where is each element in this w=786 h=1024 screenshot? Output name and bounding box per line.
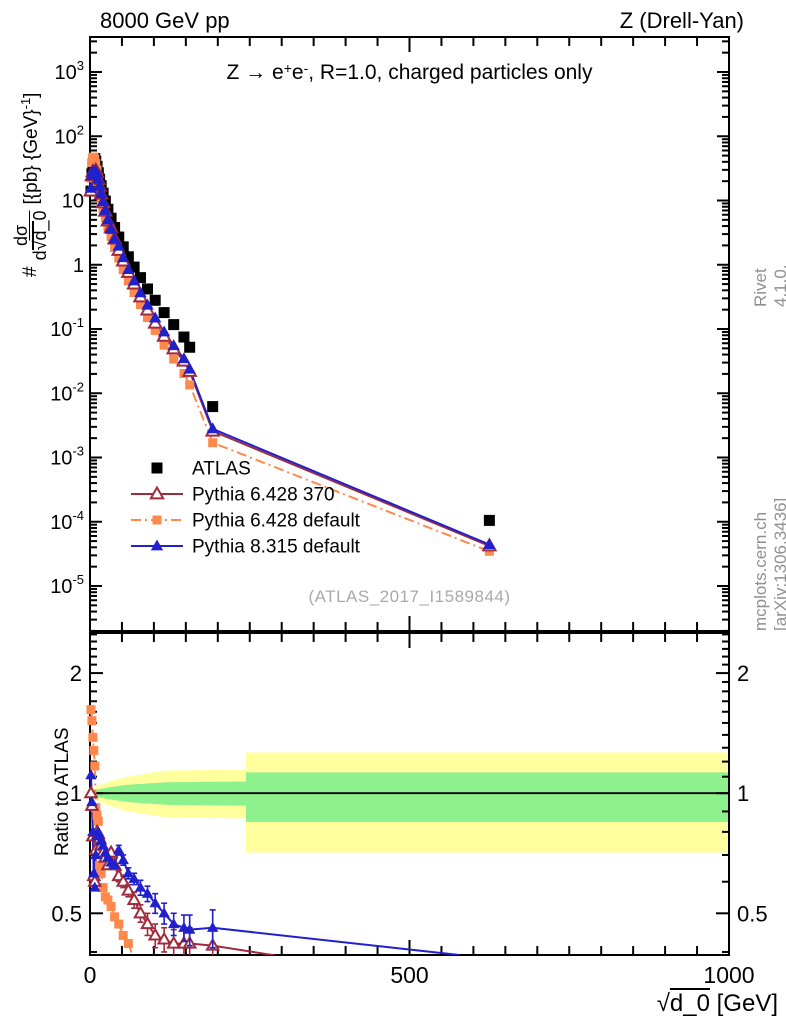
y-axis-hash: # [19,266,41,277]
beam-energy-label: 8000 GeV pp [100,8,230,33]
y-axis-denominator: d√d_0 [29,210,50,261]
series-main [83,152,498,556]
y-tick-label: 10-1 [50,315,84,341]
legend-label: ATLAS [192,459,251,480]
band-inner [90,772,729,822]
ratio-tick-label-right: 0.5 [737,901,768,926]
ratio-tick-label-right: 1 [737,781,749,806]
y-tick-label: 10-2 [50,379,84,405]
mcplots-credit-note: mcplots.cern.ch [arXiv:1306.3436] [751,497,786,631]
x-tick-label: 0 [84,962,97,988]
analysis-watermark: (ATLAS_2017_I1589844) [308,587,511,606]
uncertainty-bands [90,752,729,853]
y-axis-units: [{pb} {GeV}-1] [18,92,43,205]
markers-atlas [85,153,495,526]
x-tick-label: 500 [390,962,428,988]
process-label: Z (Drell-Yan) [619,8,744,33]
y-tick-label: 10 [62,191,84,213]
markers-pythia-8-315-default [84,164,496,550]
y-axis-title: # dσ d√d_0 [{pb} {GeV}-1] [11,92,50,277]
y-tick-label: 1 [73,255,84,277]
plot-title: Z → e+e-, R=1.0, charged particles only [90,60,729,85]
rivet-version-note: Rivet 4.1.0, ≥ 2.4M events [751,264,786,307]
y-tick-label: 10-5 [50,572,84,598]
legend-label: Pythia 6.428 default [192,511,361,532]
legend-label: Pythia 8.315 default [192,537,361,558]
ratio-axis-title: Ratio to ATLAS [52,727,73,857]
x-tick-label: 1000 [703,962,754,988]
ratio-tick-label-right: 2 [737,661,749,686]
ratio-tick-label: 1 [70,781,82,806]
title-suffix: , R=1.0, charged particles only [308,61,593,84]
y-tick-label: 10-3 [50,444,84,470]
y-tick-label: 103 [55,58,84,84]
legend-label: Pythia 6.428 370 [192,485,335,506]
title-sup-minus: - [303,60,309,76]
legend: ATLAS Pythia 6.428 370 Pythia 6.428 defaul… [131,459,361,558]
y-axis-fraction: dσ d√d_0 [11,210,50,261]
ratio-tick-label: 0.5 [51,901,82,926]
title-mid: e [291,61,304,84]
ratio-tick-label: 2 [70,661,82,686]
title-sup-plus: + [283,60,292,76]
series-ratio [83,705,460,955]
y-tick-label: 102 [55,122,84,148]
title-prefix: Z → e [226,61,284,84]
markers-pythia-8-315-default [85,769,219,949]
y-tick-label: 10-4 [50,508,84,534]
x-axis-title: √d_0 [GeV] [656,990,778,1017]
